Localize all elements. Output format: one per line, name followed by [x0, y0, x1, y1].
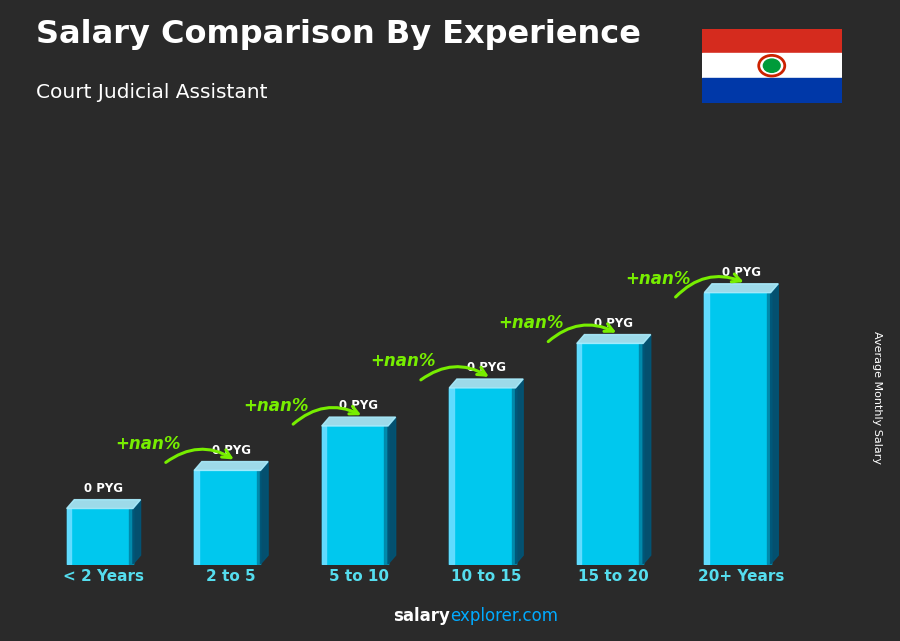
- Polygon shape: [770, 284, 778, 564]
- Polygon shape: [260, 462, 268, 564]
- Text: +nan%: +nan%: [498, 314, 563, 332]
- Text: 0 PYG: 0 PYG: [467, 362, 506, 374]
- Polygon shape: [516, 379, 523, 564]
- Text: 15 to 20: 15 to 20: [579, 569, 649, 585]
- Text: explorer.com: explorer.com: [450, 607, 558, 625]
- Text: +nan%: +nan%: [626, 270, 691, 288]
- Text: < 2 Years: < 2 Years: [63, 569, 144, 585]
- Text: Court Judicial Assistant: Court Judicial Assistant: [36, 83, 267, 103]
- Text: salary: salary: [393, 607, 450, 625]
- Text: 10 to 15: 10 to 15: [451, 569, 521, 585]
- Polygon shape: [321, 417, 396, 426]
- Bar: [702, 29, 842, 53]
- Polygon shape: [644, 335, 651, 564]
- Polygon shape: [449, 379, 523, 388]
- Text: 0 PYG: 0 PYG: [84, 482, 123, 495]
- Text: +nan%: +nan%: [371, 353, 436, 370]
- Text: 0 PYG: 0 PYG: [594, 317, 634, 330]
- Circle shape: [763, 59, 780, 72]
- Text: 0 PYG: 0 PYG: [722, 266, 760, 279]
- Polygon shape: [133, 499, 140, 564]
- Text: 0 PYG: 0 PYG: [339, 399, 378, 412]
- Text: Salary Comparison By Experience: Salary Comparison By Experience: [36, 19, 641, 50]
- Text: +nan%: +nan%: [115, 435, 181, 453]
- Text: +nan%: +nan%: [243, 397, 309, 415]
- Text: 0 PYG: 0 PYG: [212, 444, 250, 457]
- Polygon shape: [577, 335, 651, 344]
- Polygon shape: [67, 499, 140, 508]
- Polygon shape: [194, 462, 268, 470]
- Bar: [702, 78, 842, 103]
- Text: Average Monthly Salary: Average Monthly Salary: [872, 331, 883, 464]
- Text: 5 to 10: 5 to 10: [328, 569, 389, 585]
- Text: 20+ Years: 20+ Years: [698, 569, 785, 585]
- Bar: [702, 53, 842, 78]
- Polygon shape: [388, 417, 396, 564]
- Text: 2 to 5: 2 to 5: [206, 569, 256, 585]
- Polygon shape: [705, 284, 778, 293]
